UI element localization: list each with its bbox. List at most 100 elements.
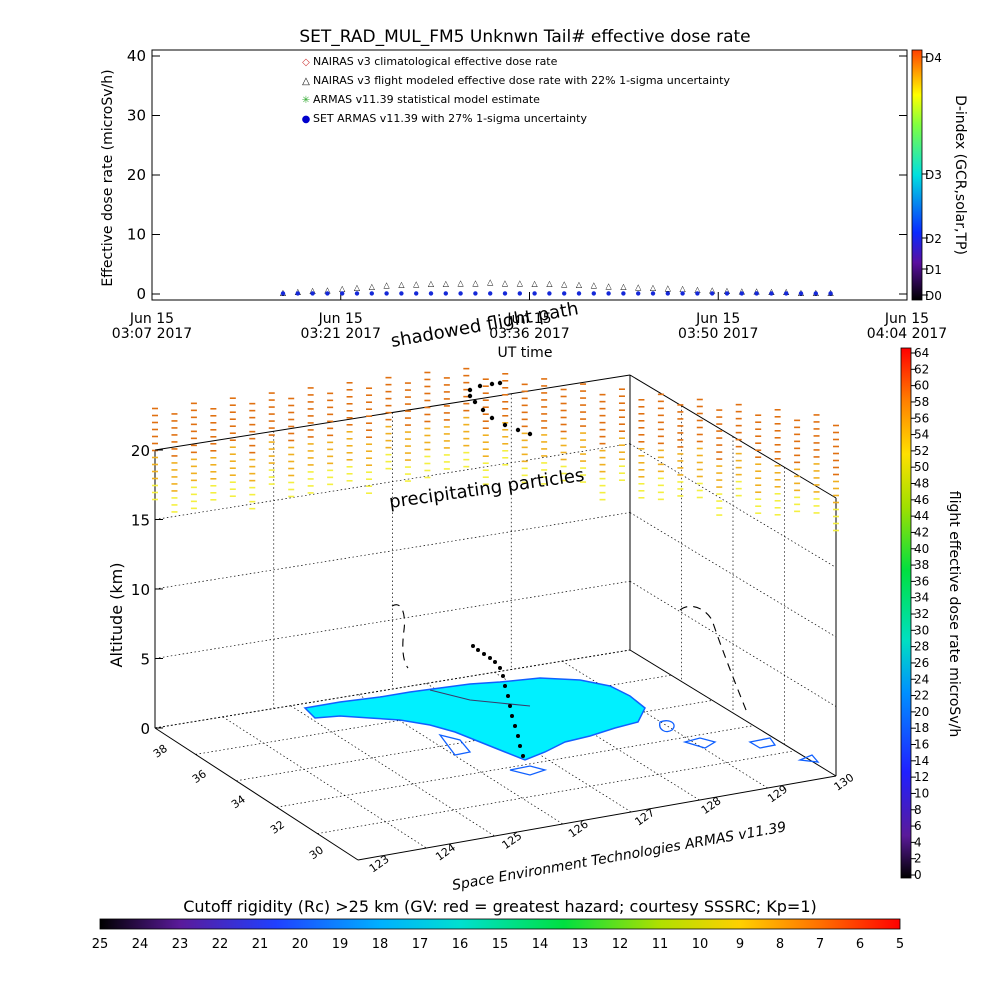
dose-tick-label: 2	[914, 852, 922, 866]
3d-box	[154, 374, 837, 861]
armas-dose-point	[295, 291, 300, 296]
top-y-tick-label: 20	[127, 166, 146, 184]
armas-dose-point	[650, 291, 656, 296]
dose-tick-label: 8	[914, 803, 922, 817]
flight-path-point	[518, 744, 522, 748]
cutoff-rigidity-tick-label: 25	[92, 937, 109, 952]
shadowed-flight-point	[515, 427, 521, 433]
d-index-colorbar	[911, 49, 923, 301]
armas-dose-point	[798, 291, 804, 296]
dose-colorbar-label: flight effective dose rate microSv/h	[946, 491, 962, 737]
nairas-flight-triangle: △	[502, 278, 509, 287]
altitude-gridline-right	[629, 512, 837, 638]
d-index-label: D-index (GCR,solar,TP)	[952, 95, 968, 255]
armas-dose-point	[443, 291, 448, 296]
top-y-tick-label: 40	[127, 47, 146, 65]
dose-tick-label: 24	[914, 672, 929, 686]
nairas-flight-triangle: △	[532, 279, 539, 288]
top-x-tick-time: 03:50 2017	[678, 326, 758, 342]
legend-symbol: ●	[302, 114, 311, 125]
dose-tick-label: 58	[914, 395, 929, 409]
top-y-axis-label: Effective dose rate (microSv/h)	[100, 69, 116, 286]
flight-path-point	[476, 648, 480, 652]
cutoff-rigidity-tick-label: 20	[292, 937, 309, 952]
armas-dose-point	[340, 291, 345, 296]
armas-dose-point	[562, 291, 567, 296]
longitude-tick-label: 129	[765, 783, 790, 806]
flight-path-point	[498, 666, 502, 670]
dose-tick-label: 50	[914, 460, 929, 474]
dose-tick-label: 32	[914, 607, 929, 621]
nairas-flight-triangle: △	[458, 278, 465, 287]
cutoff-rigidity-tick-label: 8	[776, 937, 784, 952]
dose-tick-label: 30	[914, 623, 929, 637]
nairas-flight-triangle: △	[724, 286, 731, 295]
shadowed-flight-point	[472, 399, 478, 405]
nairas-flight-triangle: △	[413, 279, 420, 288]
shadowed-flight-point	[527, 431, 533, 437]
armas-dose-point	[739, 291, 744, 296]
shadowed-flight-point	[497, 380, 503, 386]
armas-dose-point	[458, 291, 463, 296]
longitude-gridline-floor	[561, 660, 768, 789]
nairas-flight-triangle: △	[384, 281, 391, 290]
flight-path-point	[488, 656, 492, 660]
longitude-tick-label: 127	[632, 806, 657, 829]
map-land	[303, 677, 820, 776]
top-x-tick-time: 03:36 2017	[489, 326, 569, 342]
dose-tick-label: 62	[914, 362, 929, 376]
cutoff-rigidity-tick-label: 9	[736, 937, 744, 952]
armas-dose-point	[710, 291, 715, 296]
top-x-tick-day: Jun 15	[506, 311, 551, 327]
armas-dose-point	[517, 291, 522, 296]
d-index-tick-label: D1	[925, 263, 942, 277]
armas-dose-point	[384, 291, 389, 296]
longitude-tick-label: 125	[500, 829, 525, 852]
nairas-flight-triangle: △	[428, 279, 435, 288]
dose-tick-label: 16	[914, 738, 929, 752]
dose-tick-label: 60	[914, 379, 929, 393]
cutoff-rigidity-tick-label: 14	[532, 937, 549, 952]
altitude-tick-label: 15	[131, 512, 150, 530]
altitude-tick-label: 0	[140, 720, 150, 738]
d-index-ticks: D4 D3 D2 D1 D0	[922, 51, 942, 303]
dose-tick-label: 14	[914, 754, 929, 768]
shadowed-flight-point	[480, 407, 486, 413]
annotation-armas-credit: Space Environment Technologies ARMAS v11…	[451, 819, 788, 894]
armas-dose-point	[576, 291, 582, 296]
latitude-tick-label: 32	[268, 818, 287, 837]
armas-dose-point	[325, 291, 330, 296]
armas-dose-point	[621, 291, 626, 296]
longitude-tick-label: 126	[566, 818, 591, 841]
dose-tick-label: 46	[914, 493, 929, 507]
top-y-tick-label: 0	[136, 285, 146, 303]
armas-dose-point	[310, 291, 315, 296]
top-x-tick-day: Jun 15	[318, 311, 363, 327]
dose-tick-label: 0	[914, 868, 922, 882]
longitude-tick-label: 123	[367, 853, 392, 876]
floor-edge-front-left	[154, 727, 359, 861]
dose-tick-label: 4	[914, 835, 922, 849]
dose-tick-label: 42	[914, 525, 929, 539]
flight-path-point	[516, 734, 520, 738]
latitude-gridline-floor	[236, 700, 713, 782]
dose-tick-label: 52	[914, 444, 929, 458]
altitude-gridline-right	[629, 580, 837, 707]
cutoff-rigidity-tick-label: 22	[212, 937, 229, 952]
altitude-gridline-back	[154, 512, 631, 590]
top-x-tick-day: Jun 15	[884, 311, 929, 327]
flight-path-point	[521, 754, 525, 758]
latitude-tick-label: 38	[151, 742, 170, 761]
nairas-flight-triangle: △	[694, 285, 701, 294]
armas-dose-point	[695, 291, 700, 296]
coast-island-1	[509, 765, 548, 776]
altitude-tick-label: 10	[131, 581, 150, 599]
d-index-tick-label: D0	[925, 289, 942, 303]
shadowed-flight-point	[477, 383, 483, 389]
armas-dose-point	[769, 291, 774, 296]
cutoff-rigidity-title: Cutoff rigidity (Rc) >25 km (GV: red = g…	[183, 897, 817, 916]
flight-path-point	[501, 674, 505, 678]
cutoff-rigidity-tick-label: 23	[172, 937, 189, 952]
